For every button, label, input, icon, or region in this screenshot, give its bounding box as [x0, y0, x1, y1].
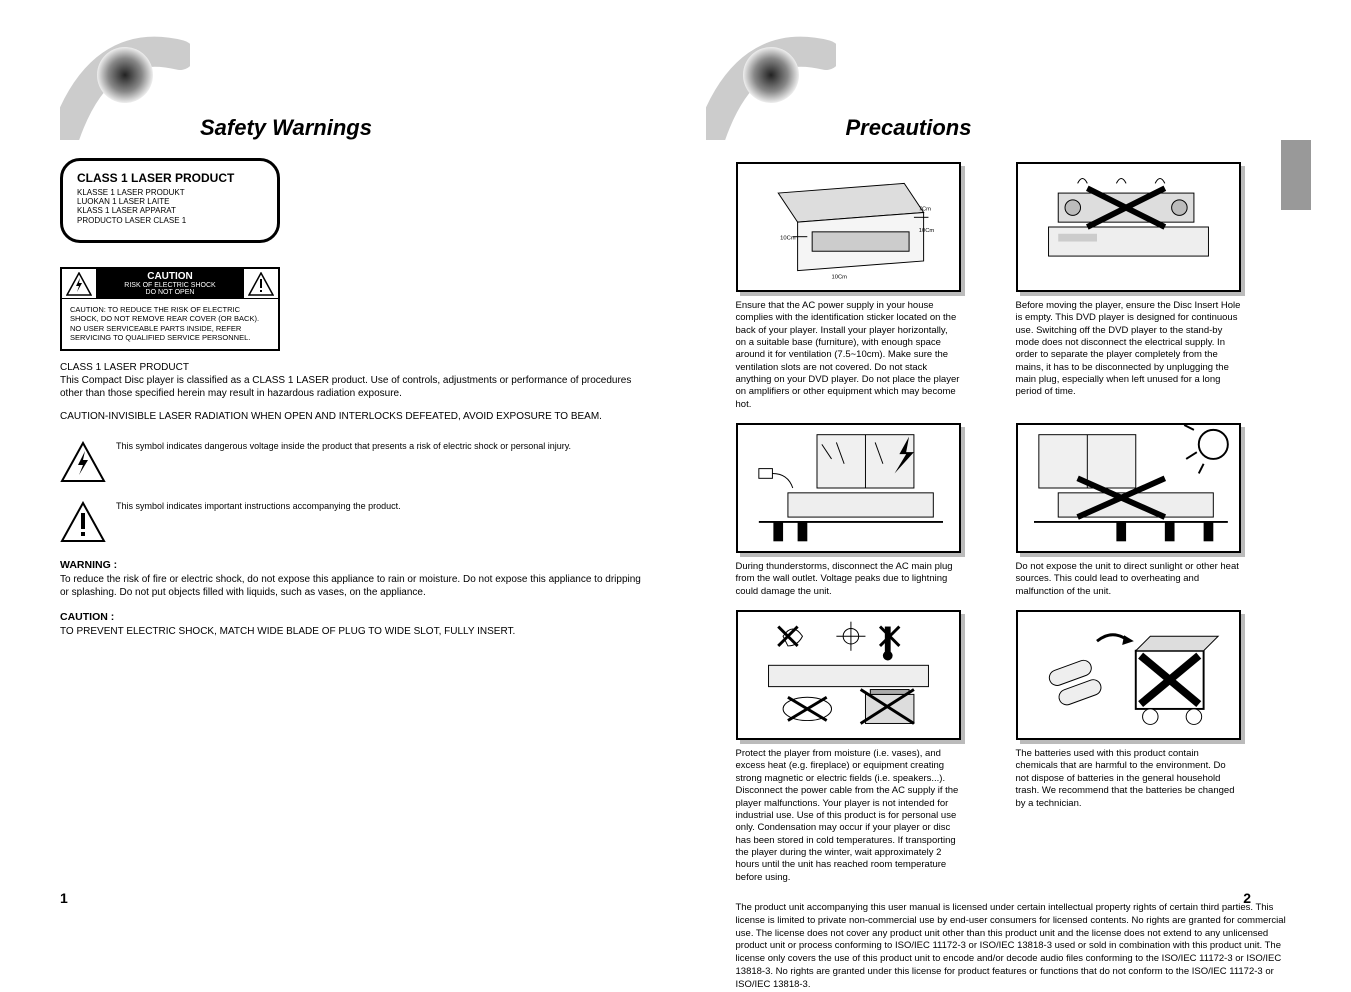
laser-line2: KLASSE 1 LASER PRODUKT LUOKAN 1 LASER LA…: [77, 188, 263, 225]
caution-header-text: CAUTION RISK OF ELECTRIC SHOCK DO NOT OP…: [96, 269, 244, 298]
illus-battery: The batteries used with this product con…: [1016, 610, 1241, 884]
illus-lightning: During thunderstorms, disconnect the AC …: [736, 423, 961, 598]
illus-battery-caption: The batteries used with this product con…: [1016, 748, 1241, 810]
right-page: Precautions 10Cm 7Cm 10Cm 10Cm: [706, 20, 1292, 934]
page-number-left: 1: [60, 890, 68, 906]
caution-note: CAUTION-INVISIBLE LASER RADIATION WHEN O…: [60, 410, 646, 423]
decorative-logo-right: [706, 20, 836, 140]
caution-body: TO PREVENT ELECTRIC SHOCK, MATCH WIDE BL…: [60, 625, 646, 638]
illus-moisture: Protect the player from moisture (i.e. v…: [736, 610, 961, 884]
caution-block: CAUTION : TO PREVENT ELECTRIC SHOCK, MAT…: [60, 611, 646, 638]
laser-line1: CLASS 1 LASER PRODUCT: [77, 171, 263, 185]
svg-text:10Cm: 10Cm: [831, 274, 847, 280]
symbol-exclaim-row: This symbol indicates important instruct…: [60, 501, 646, 543]
warning-block: WARNING : To reduce the risk of fire or …: [60, 559, 646, 599]
warning-title: WARNING :: [60, 559, 646, 571]
illus-nostack: Before moving the player, ensure the Dis…: [1016, 162, 1241, 411]
page-number-right: 2: [1243, 890, 1251, 906]
illus-ventilation-caption: Ensure that the AC power supply in your …: [736, 300, 961, 411]
illus-ventilation: 10Cm 7Cm 10Cm 10Cm Ensure that the AC po…: [736, 162, 961, 411]
illus-row-1: 10Cm 7Cm 10Cm 10Cm Ensure that the AC po…: [736, 162, 1292, 411]
exclaim-triangle-icon: [244, 270, 278, 298]
illus-moisture-img: [736, 610, 961, 740]
left-page: Safety Warnings CLASS 1 LASER PRODUCT KL…: [60, 20, 646, 934]
svg-text:10Cm: 10Cm: [780, 236, 796, 242]
illus-row-3: Protect the player from moisture (i.e. v…: [736, 610, 1292, 884]
warning-body: To reduce the risk of fire or electric s…: [60, 573, 646, 599]
page-title-right: Precautions: [846, 115, 972, 141]
illus-sunlight: Do not expose the unit to direct sunligh…: [1016, 423, 1241, 598]
bolt-triangle-icon: [62, 270, 96, 298]
illus-sunlight-caption: Do not expose the unit to direct sunligh…: [1016, 561, 1241, 598]
illus-ventilation-img: 10Cm 7Cm 10Cm 10Cm: [736, 162, 961, 292]
svg-text:10Cm: 10Cm: [918, 228, 934, 234]
class-note: CLASS 1 LASER PRODUCT This Compact Disc …: [60, 361, 646, 400]
illus-nostack-caption: Before moving the player, ensure the Dis…: [1016, 300, 1241, 399]
symbol-bolt-text: This symbol indicates dangerous voltage …: [116, 441, 646, 452]
illus-sunlight-img: [1016, 423, 1241, 553]
laser-class-box: CLASS 1 LASER PRODUCT KLASSE 1 LASER PRO…: [60, 158, 280, 243]
symbol-exclaim-text: This symbol indicates important instruct…: [116, 501, 646, 512]
symbol-bolt-row: This symbol indicates dangerous voltage …: [60, 441, 646, 483]
illus-moisture-caption: Protect the player from moisture (i.e. v…: [736, 748, 961, 884]
caution-body-text: CAUTION: TO REDUCE THE RISK OF ELECTRIC …: [62, 299, 278, 349]
caution-header-row: CAUTION RISK OF ELECTRIC SHOCK DO NOT OP…: [62, 269, 278, 299]
page-title-left: Safety Warnings: [200, 115, 372, 141]
caution-box: CAUTION RISK OF ELECTRIC SHOCK DO NOT OP…: [60, 267, 280, 351]
bolt-triangle-icon-large: [60, 441, 106, 483]
caution-title: CAUTION :: [60, 611, 646, 623]
illus-nostack-img: [1016, 162, 1241, 292]
license-text: The product unit accompanying this user …: [736, 902, 1292, 992]
illus-battery-img: [1016, 610, 1241, 740]
illus-lightning-img: [736, 423, 961, 553]
svg-text:7Cm: 7Cm: [918, 207, 930, 213]
illus-lightning-caption: During thunderstorms, disconnect the AC …: [736, 561, 961, 598]
decorative-logo-left: [60, 20, 190, 140]
exclaim-triangle-icon-large: [60, 501, 106, 543]
illus-row-2: During thunderstorms, disconnect the AC …: [736, 423, 1292, 598]
two-page-spread: Safety Warnings CLASS 1 LASER PRODUCT KL…: [60, 20, 1291, 934]
